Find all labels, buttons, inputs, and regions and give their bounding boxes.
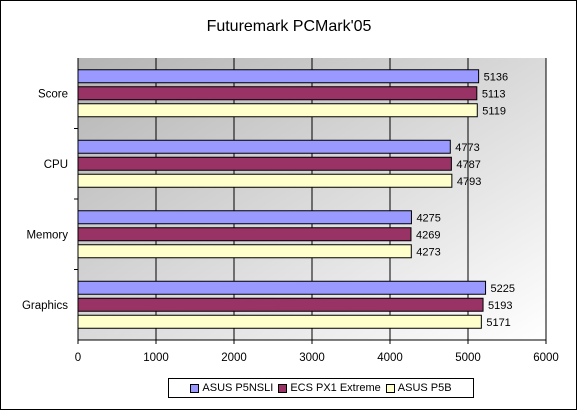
data-label: 5171 (486, 317, 510, 329)
data-label: 5225 (491, 283, 515, 295)
data-labels: 5136 5113 5119 4773 4787 4793 4275 4269 4273 5225… (416, 71, 515, 329)
x-tick-label: 0 (75, 352, 81, 364)
x-tick-label: 6000 (533, 352, 559, 364)
bar (77, 297, 484, 312)
data-label: 4773 (455, 142, 479, 154)
data-label: 4273 (416, 246, 440, 258)
legend-swatch (385, 383, 395, 393)
bar (77, 139, 451, 154)
bar (77, 69, 480, 84)
bar (77, 156, 452, 171)
data-label: 4787 (456, 159, 480, 171)
legend-label: ASUS P5NSLI (202, 382, 274, 394)
chart-title: Futuremark PCMark'05 (207, 18, 372, 35)
data-label: 5136 (484, 71, 508, 83)
data-label: 5119 (482, 105, 506, 117)
legend-item: ASUS P5NSLI (190, 382, 273, 394)
data-label: 5193 (488, 300, 512, 312)
legend: ASUS P5NSLI ECS PX1 Extreme ASUS P5B (168, 378, 474, 398)
category-label: CPU (44, 159, 68, 171)
bar (77, 103, 478, 118)
bar (77, 280, 487, 295)
legend-item: ASUS P5B (385, 382, 452, 394)
axes: 0 1000 2000 3000 4000 5000 6000 Score CPU Memory G… (22, 58, 559, 364)
data-label: 4269 (416, 229, 440, 241)
legend-swatch (190, 383, 200, 393)
data-label: 4275 (416, 212, 440, 224)
x-tick-label: 2000 (221, 352, 247, 364)
x-tick-label: 5000 (455, 352, 481, 364)
legend-item: ECS PX1 Extreme (278, 382, 381, 394)
x-tick-label: 4000 (377, 352, 403, 364)
legend-swatch (278, 383, 288, 393)
bar (77, 244, 412, 259)
bar (77, 227, 412, 242)
x-tick-label: 1000 (143, 352, 169, 364)
bar (77, 86, 478, 101)
x-tick-label: 3000 (299, 352, 325, 364)
bar (77, 173, 453, 188)
category-label: Graphics (22, 300, 68, 312)
data-label: 4793 (457, 176, 481, 188)
category-label: Memory (26, 229, 68, 241)
legend-label: ECS PX1 Extreme (290, 382, 381, 394)
data-label: 5113 (482, 88, 506, 100)
legend-label: ASUS P5B (397, 382, 452, 394)
bar (77, 314, 482, 329)
category-label: Score (38, 88, 68, 100)
bar (77, 210, 412, 225)
